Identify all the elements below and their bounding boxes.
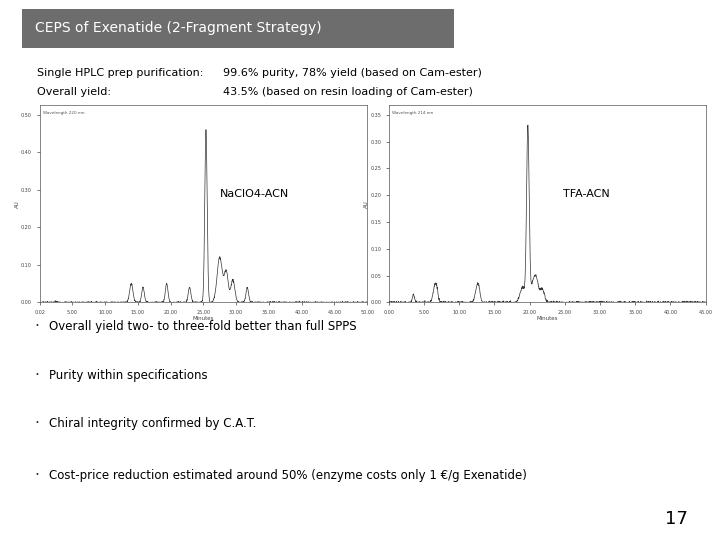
Text: Wavelength 220 nm: Wavelength 220 nm (43, 111, 84, 115)
Text: Overall yield:: Overall yield: (37, 87, 112, 97)
Text: Purity within specifications: Purity within specifications (49, 369, 207, 382)
FancyBboxPatch shape (22, 9, 454, 48)
Text: ·: · (35, 468, 40, 483)
Y-axis label: AU: AU (14, 200, 19, 208)
Text: ·: · (35, 416, 40, 431)
Y-axis label: AU: AU (364, 200, 369, 208)
Text: CEPS of Exenatide (2-Fragment Strategy): CEPS of Exenatide (2-Fragment Strategy) (35, 21, 321, 35)
Text: Overall yield two- to three-fold better than full SPPS: Overall yield two- to three-fold better … (49, 320, 356, 333)
Text: ·: · (35, 319, 40, 334)
Text: Cost-price reduction estimated around 50% (enzyme costs only 1 €/g Exenatide): Cost-price reduction estimated around 50… (49, 469, 527, 482)
Text: 99.6% purity, 78% yield (based on Cam-ester): 99.6% purity, 78% yield (based on Cam-es… (223, 68, 482, 78)
Text: Chiral integrity confirmed by C.A.T.: Chiral integrity confirmed by C.A.T. (49, 417, 256, 430)
Text: 43.5% (based on resin loading of Cam-ester): 43.5% (based on resin loading of Cam-est… (223, 87, 473, 97)
Text: Wavelength 214 nm: Wavelength 214 nm (392, 111, 433, 115)
Text: NaClO4-ACN: NaClO4-ACN (220, 189, 289, 199)
Text: 17: 17 (665, 510, 688, 529)
X-axis label: Minutes: Minutes (536, 316, 558, 321)
X-axis label: Minutes: Minutes (193, 316, 214, 321)
Text: Single HPLC prep purification:: Single HPLC prep purification: (37, 68, 204, 78)
Text: ·: · (35, 368, 40, 383)
Text: TFA-ACN: TFA-ACN (563, 189, 610, 199)
